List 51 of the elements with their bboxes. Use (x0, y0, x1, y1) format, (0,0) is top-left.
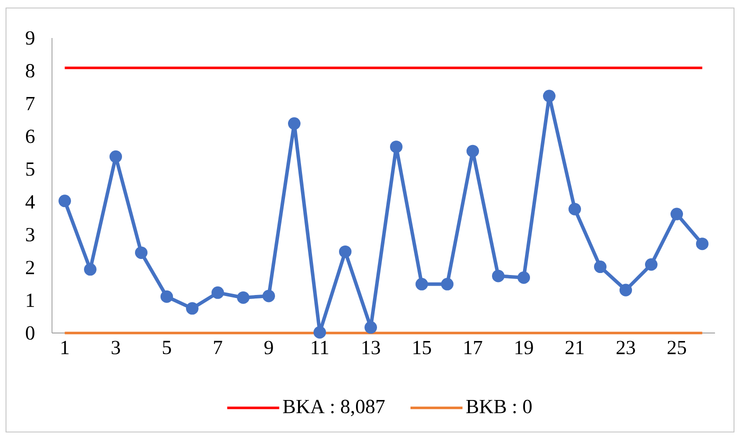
point (364, 321, 378, 334)
point (696, 238, 709, 250)
x-tick-label: 5 (162, 340, 171, 354)
point (441, 278, 454, 290)
x-tick-label: 9 (264, 340, 273, 354)
y-tick-label: 4 (26, 195, 35, 208)
x-tick-label: 19 (516, 340, 533, 354)
point (237, 291, 250, 304)
point (314, 326, 326, 339)
y-tick-label: 2 (26, 260, 34, 274)
legend-label: BKA : 8,087 (283, 400, 385, 416)
x-tick-label: 1 (62, 340, 69, 354)
point (212, 286, 224, 299)
x-tick-label: 3 (112, 340, 120, 354)
legend-label: BKB : 0 (466, 400, 532, 414)
y-tick-label: 7 (26, 97, 35, 110)
point (543, 90, 556, 102)
y-tick-label: 3 (26, 228, 34, 242)
point (620, 284, 632, 296)
point (645, 258, 658, 271)
point (160, 290, 173, 303)
point (594, 260, 607, 274)
point (262, 290, 276, 302)
x-tick-label: 23 (616, 340, 635, 354)
point (339, 245, 352, 258)
point (288, 117, 301, 130)
y-tick-label: 6 (26, 130, 35, 144)
y-tick-label: 8 (26, 64, 34, 78)
y-tick-label: 5 (26, 162, 34, 176)
x-tick-label: 11 (312, 340, 328, 354)
point (416, 278, 428, 290)
x-tick-label: 7 (214, 340, 222, 354)
point (135, 246, 148, 259)
point (518, 271, 530, 284)
x-tick-label: 15 (414, 340, 431, 354)
y-tick-label: 0 (26, 326, 34, 340)
point (58, 194, 71, 208)
point (186, 302, 198, 315)
point (492, 270, 505, 282)
x-tick-label: 25 (668, 340, 686, 354)
y-tick-label: 9 (26, 31, 34, 45)
y-tick-label: 1 (26, 294, 34, 307)
x-tick-label: 13 (362, 340, 380, 354)
point (568, 202, 582, 216)
point (466, 144, 480, 158)
point (110, 150, 122, 163)
point (84, 263, 96, 276)
point (670, 208, 684, 220)
point (390, 140, 403, 154)
x-tick-label: 21 (566, 340, 584, 354)
x-tick-label: 17 (464, 340, 482, 354)
